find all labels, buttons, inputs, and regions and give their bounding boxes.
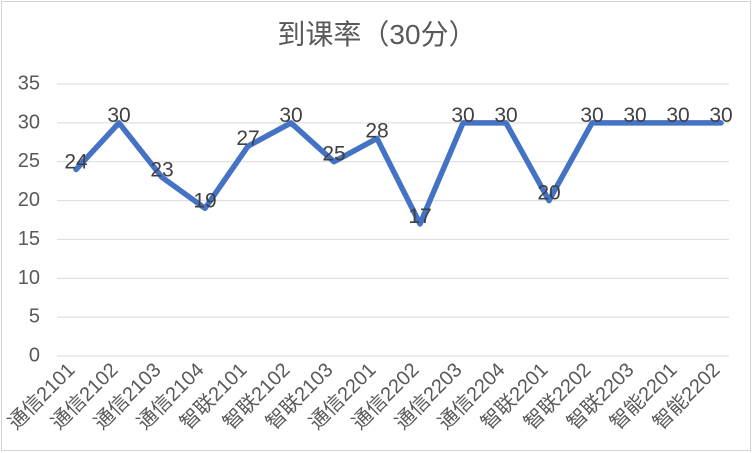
svg-text:30: 30: [623, 104, 646, 127]
svg-text:30: 30: [451, 104, 474, 127]
svg-text:0: 0: [29, 345, 40, 367]
svg-text:30: 30: [666, 104, 689, 127]
svg-text:28: 28: [365, 119, 388, 142]
svg-text:19: 19: [193, 189, 216, 212]
svg-text:25: 25: [18, 150, 40, 172]
svg-text:30: 30: [494, 104, 517, 127]
svg-text:25: 25: [322, 143, 345, 166]
svg-text:5: 5: [29, 306, 40, 328]
svg-text:10: 10: [18, 267, 40, 289]
svg-text:15: 15: [18, 228, 40, 250]
svg-text:17: 17: [408, 205, 431, 228]
svg-text:24: 24: [64, 151, 88, 174]
svg-text:30: 30: [709, 104, 732, 127]
svg-text:20: 20: [537, 182, 560, 205]
svg-text:27: 27: [236, 127, 259, 150]
svg-text:23: 23: [150, 158, 173, 181]
svg-text:20: 20: [18, 189, 40, 211]
svg-text:30: 30: [18, 111, 40, 133]
svg-text:30: 30: [580, 104, 603, 127]
svg-text:30: 30: [279, 104, 302, 127]
svg-text:30: 30: [107, 104, 130, 127]
svg-text:35: 35: [18, 73, 40, 95]
